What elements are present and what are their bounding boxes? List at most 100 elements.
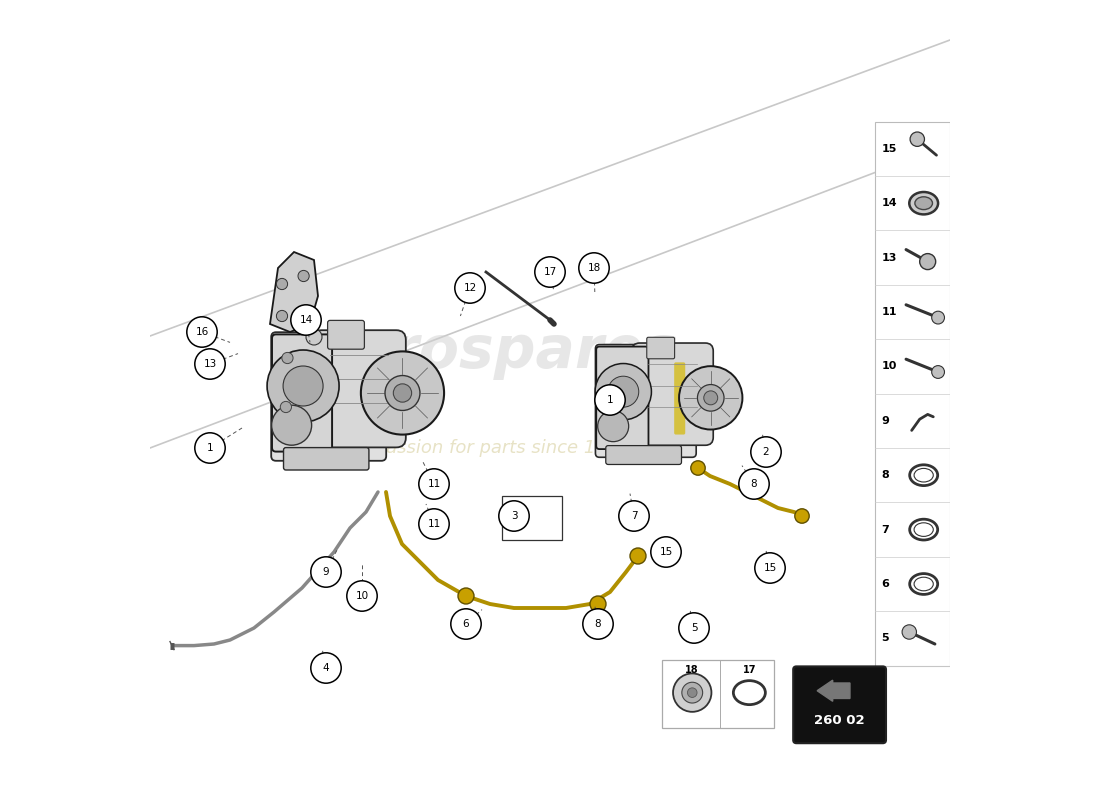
Circle shape — [795, 509, 810, 523]
Text: 7: 7 — [630, 511, 637, 521]
Text: 10: 10 — [355, 591, 368, 601]
FancyBboxPatch shape — [793, 666, 886, 743]
Circle shape — [290, 305, 321, 335]
Circle shape — [346, 329, 362, 345]
Text: 5: 5 — [691, 623, 697, 633]
Circle shape — [590, 596, 606, 612]
Ellipse shape — [910, 192, 938, 214]
Text: 13: 13 — [881, 253, 896, 262]
Text: 18: 18 — [685, 665, 700, 674]
Bar — [874, 122, 950, 666]
Text: 11: 11 — [881, 307, 896, 317]
Text: 15: 15 — [659, 547, 672, 557]
Text: 1: 1 — [207, 443, 213, 453]
Circle shape — [910, 132, 924, 146]
Circle shape — [691, 461, 705, 475]
Text: 10: 10 — [881, 362, 896, 371]
Text: 1: 1 — [607, 395, 614, 405]
Text: 13: 13 — [204, 359, 217, 369]
Text: 260 02: 260 02 — [814, 714, 865, 726]
Text: eurospares: eurospares — [309, 323, 679, 381]
Circle shape — [195, 349, 226, 379]
Circle shape — [394, 384, 411, 402]
Circle shape — [597, 410, 629, 442]
Circle shape — [280, 402, 292, 413]
Ellipse shape — [914, 469, 933, 482]
Circle shape — [679, 613, 710, 643]
FancyBboxPatch shape — [606, 446, 682, 465]
Circle shape — [306, 329, 322, 345]
Text: 2: 2 — [762, 447, 769, 457]
Circle shape — [704, 391, 717, 405]
Circle shape — [679, 366, 743, 430]
FancyBboxPatch shape — [631, 343, 713, 446]
Circle shape — [276, 310, 287, 322]
Ellipse shape — [915, 197, 933, 210]
Bar — [662, 660, 774, 728]
FancyBboxPatch shape — [647, 338, 674, 358]
Circle shape — [755, 553, 785, 583]
Circle shape — [673, 674, 712, 712]
Text: 12: 12 — [463, 283, 476, 293]
Circle shape — [651, 537, 681, 567]
Text: 17: 17 — [742, 665, 756, 674]
Text: 15: 15 — [881, 144, 896, 154]
Text: 6: 6 — [463, 619, 470, 629]
Circle shape — [282, 352, 293, 363]
Circle shape — [619, 501, 649, 531]
Circle shape — [361, 351, 444, 434]
Circle shape — [535, 257, 565, 287]
Text: 3: 3 — [510, 511, 517, 521]
Text: 14: 14 — [299, 315, 312, 325]
Circle shape — [920, 254, 936, 270]
Circle shape — [195, 433, 226, 463]
Circle shape — [187, 317, 217, 347]
FancyBboxPatch shape — [312, 330, 406, 447]
Circle shape — [419, 509, 449, 539]
Circle shape — [751, 437, 781, 467]
Circle shape — [932, 366, 945, 378]
Circle shape — [739, 469, 769, 499]
Circle shape — [458, 588, 474, 604]
Ellipse shape — [914, 523, 933, 537]
Text: 9: 9 — [322, 567, 329, 577]
Circle shape — [688, 688, 697, 698]
Circle shape — [579, 253, 609, 283]
Circle shape — [451, 609, 481, 639]
Circle shape — [419, 469, 449, 499]
FancyBboxPatch shape — [272, 334, 332, 451]
Ellipse shape — [914, 578, 933, 591]
Circle shape — [311, 653, 341, 683]
Circle shape — [385, 375, 420, 410]
Circle shape — [454, 273, 485, 303]
Text: 8: 8 — [750, 479, 757, 489]
Text: 11: 11 — [428, 479, 441, 489]
FancyBboxPatch shape — [284, 448, 368, 470]
FancyBboxPatch shape — [674, 362, 685, 434]
Circle shape — [283, 366, 323, 406]
Text: 6: 6 — [881, 579, 889, 589]
Circle shape — [311, 557, 341, 587]
Circle shape — [608, 376, 639, 407]
Circle shape — [630, 548, 646, 564]
FancyBboxPatch shape — [595, 345, 696, 458]
Text: 16: 16 — [196, 327, 209, 337]
FancyBboxPatch shape — [596, 346, 649, 449]
Text: 8: 8 — [881, 470, 889, 480]
Circle shape — [272, 405, 311, 445]
Circle shape — [267, 350, 339, 422]
Circle shape — [595, 385, 625, 415]
Circle shape — [932, 311, 945, 324]
Text: 17: 17 — [543, 267, 557, 277]
Circle shape — [682, 682, 703, 703]
Circle shape — [276, 278, 287, 290]
FancyArrow shape — [817, 680, 850, 702]
Bar — [502, 496, 562, 540]
Circle shape — [902, 625, 916, 639]
Circle shape — [697, 385, 724, 411]
Circle shape — [298, 270, 309, 282]
Text: 18: 18 — [587, 263, 601, 273]
FancyBboxPatch shape — [328, 320, 364, 349]
Text: 5: 5 — [881, 634, 889, 643]
Text: 4: 4 — [322, 663, 329, 673]
